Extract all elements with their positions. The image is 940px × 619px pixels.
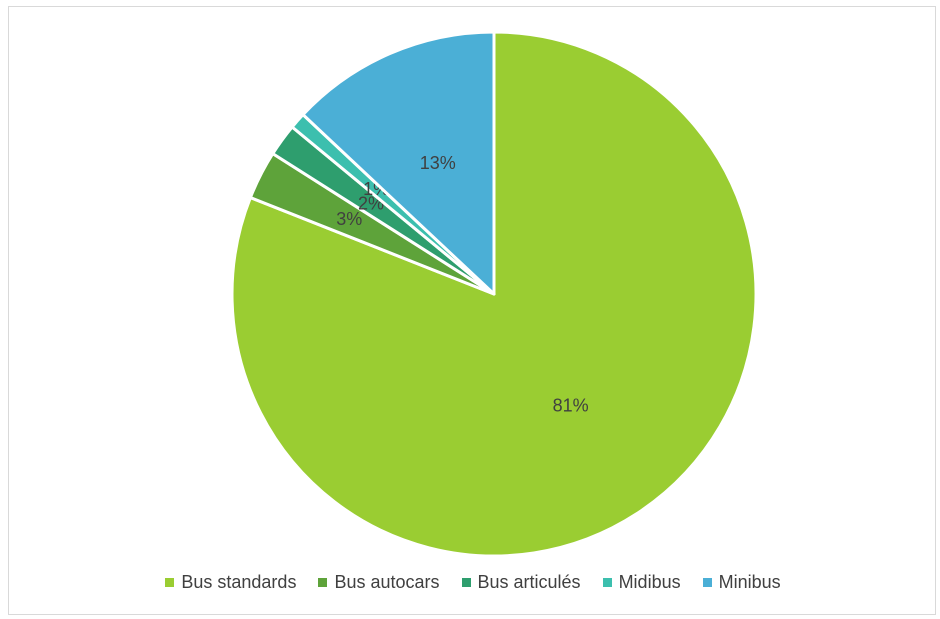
legend-label: Midibus xyxy=(618,572,681,592)
legend-item-bus-standards: Bus standards xyxy=(165,572,296,593)
legend-label: Minibus xyxy=(718,572,781,592)
pie-slice-minibus xyxy=(301,30,496,296)
data-label-minibus: 13% xyxy=(420,153,456,173)
legend-label: Bus articulés xyxy=(477,572,581,592)
chart-frame: 81% 3% 2% 1% 13% Bus standards Bus autocars … xyxy=(8,6,936,615)
legend-item-bus-autocars: Bus autocars xyxy=(318,572,440,593)
legend-swatch xyxy=(702,578,712,587)
legend-item-midibus: Midibus xyxy=(602,572,681,593)
legend-swatch xyxy=(318,578,328,587)
chart-legend: Bus standards Bus autocars Bus articulés… xyxy=(9,572,937,593)
legend-item-minibus: Minibus xyxy=(702,572,781,593)
pie-chart: 81%3%2%1%13% xyxy=(230,30,758,558)
legend-label: Bus autocars xyxy=(334,572,440,592)
legend-label: Bus standards xyxy=(181,572,297,592)
legend-swatch xyxy=(602,578,612,587)
data-label-bus-autocars: 3% xyxy=(336,209,362,229)
data-label-bus-standards: 81% xyxy=(553,395,589,415)
legend-swatch xyxy=(461,578,471,587)
legend-item-bus-articules: Bus articulés xyxy=(461,572,581,593)
legend-swatch xyxy=(165,578,175,587)
